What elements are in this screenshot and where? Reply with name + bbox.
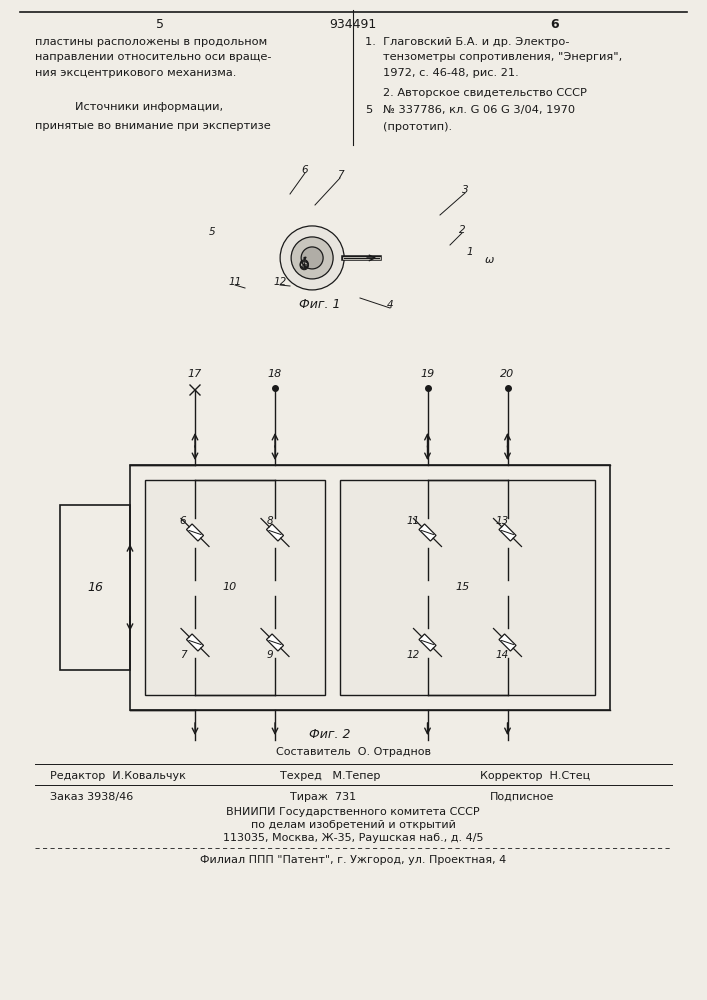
- Text: 5: 5: [365, 105, 373, 115]
- Circle shape: [291, 255, 304, 269]
- Text: 9: 9: [267, 650, 274, 660]
- Polygon shape: [305, 258, 316, 266]
- Text: 11: 11: [228, 277, 242, 287]
- Polygon shape: [299, 254, 316, 263]
- Text: 20: 20: [501, 369, 515, 379]
- Text: 2: 2: [459, 225, 465, 235]
- Text: направлении относительно оси враще-: направлении относительно оси враще-: [35, 52, 271, 62]
- Text: 13: 13: [496, 516, 509, 526]
- Polygon shape: [499, 524, 516, 541]
- Text: 5: 5: [209, 227, 216, 237]
- Polygon shape: [309, 254, 316, 261]
- Text: 5: 5: [156, 18, 164, 31]
- Circle shape: [301, 247, 323, 269]
- Text: Тираж  731: Тираж 731: [290, 792, 356, 802]
- Text: Техред   М.Тепер: Техред М.Тепер: [280, 771, 380, 781]
- Text: 16: 16: [87, 581, 103, 594]
- Text: 12: 12: [407, 650, 420, 660]
- Text: Источники информации,: Источники информации,: [75, 102, 223, 112]
- Text: (прототип).: (прототип).: [383, 122, 452, 132]
- Polygon shape: [300, 259, 307, 266]
- Polygon shape: [303, 259, 307, 261]
- Text: Фиг. 1: Фиг. 1: [299, 298, 341, 312]
- Bar: [145, 480, 325, 695]
- Polygon shape: [305, 262, 307, 267]
- Bar: [340, 480, 595, 695]
- Polygon shape: [307, 261, 320, 268]
- Text: 3: 3: [462, 185, 468, 195]
- Polygon shape: [187, 634, 204, 651]
- Text: Фиг. 2: Фиг. 2: [309, 728, 351, 742]
- Text: 1.  Глаговский Б.А. и др. Электро-: 1. Глаговский Б.А. и др. Электро-: [365, 37, 570, 47]
- Polygon shape: [419, 634, 436, 651]
- Text: 1: 1: [467, 247, 473, 257]
- Polygon shape: [308, 255, 320, 262]
- Text: 12: 12: [274, 277, 286, 287]
- Text: 15: 15: [455, 582, 469, 592]
- Text: 19: 19: [421, 369, 435, 379]
- Text: Корректор  Н.Стец: Корректор Н.Стец: [480, 771, 590, 781]
- Circle shape: [299, 250, 313, 264]
- Text: 113035, Москва, Ж-35, Раушская наб., д. 4/5: 113035, Москва, Ж-35, Раушская наб., д. …: [223, 833, 484, 843]
- Text: 8: 8: [267, 516, 274, 526]
- Text: 7: 7: [337, 170, 344, 180]
- Text: ВНИИПИ Государственного комитета СССР: ВНИИПИ Государственного комитета СССР: [226, 807, 480, 817]
- Bar: [130, 465, 610, 710]
- Text: 6: 6: [302, 165, 308, 175]
- Text: 11: 11: [407, 516, 420, 526]
- Polygon shape: [267, 634, 284, 651]
- Text: принятые во внимание при экспертизе: принятые во внимание при экспертизе: [35, 121, 271, 131]
- Polygon shape: [298, 259, 307, 263]
- Polygon shape: [295, 255, 320, 268]
- Circle shape: [292, 254, 306, 268]
- Text: тензометры сопротивления, "Энергия",: тензометры сопротивления, "Энергия",: [383, 52, 622, 62]
- Text: пластины расположены в продольном: пластины расположены в продольном: [35, 37, 267, 47]
- Circle shape: [291, 237, 333, 279]
- Text: 934491: 934491: [329, 18, 377, 31]
- Polygon shape: [305, 260, 307, 262]
- Text: 18: 18: [268, 369, 282, 379]
- Text: ния эксцентрикового механизма.: ния эксцентрикового механизма.: [35, 68, 236, 78]
- Text: Филиал ППП "Патент", г. Ужгород, ул. Проектная, 4: Филиал ППП "Патент", г. Ужгород, ул. Про…: [200, 855, 506, 865]
- Text: 10: 10: [223, 582, 237, 592]
- Polygon shape: [187, 524, 204, 541]
- Text: Редактор  И.Ковальчук: Редактор И.Ковальчук: [50, 771, 186, 781]
- Circle shape: [280, 226, 344, 290]
- Polygon shape: [305, 259, 307, 261]
- Polygon shape: [499, 634, 516, 651]
- Bar: [60, 505, 130, 670]
- Polygon shape: [304, 257, 306, 260]
- Polygon shape: [304, 257, 306, 258]
- Text: по делам изобретений и открытий: по делам изобретений и открытий: [250, 820, 455, 830]
- Text: 6: 6: [180, 516, 187, 526]
- Polygon shape: [419, 524, 436, 541]
- Text: № 337786, кл. G 06 G 3/04, 1970: № 337786, кл. G 06 G 3/04, 1970: [383, 105, 575, 115]
- Text: ω: ω: [485, 255, 495, 265]
- Text: 2. Авторское свидетельство СССР: 2. Авторское свидетельство СССР: [383, 88, 587, 98]
- Polygon shape: [267, 524, 284, 541]
- Text: 1972, с. 46-48, рис. 21.: 1972, с. 46-48, рис. 21.: [383, 68, 519, 78]
- Text: 14: 14: [496, 650, 509, 660]
- Text: 17: 17: [188, 369, 202, 379]
- Text: Подписное: Подписное: [490, 792, 554, 802]
- Text: 7: 7: [180, 650, 187, 660]
- Text: 4: 4: [387, 300, 393, 310]
- Text: Заказ 3938/46: Заказ 3938/46: [50, 792, 133, 802]
- Text: 6: 6: [551, 18, 559, 31]
- Text: Составитель  О. Отраднов: Составитель О. Отраднов: [276, 747, 431, 757]
